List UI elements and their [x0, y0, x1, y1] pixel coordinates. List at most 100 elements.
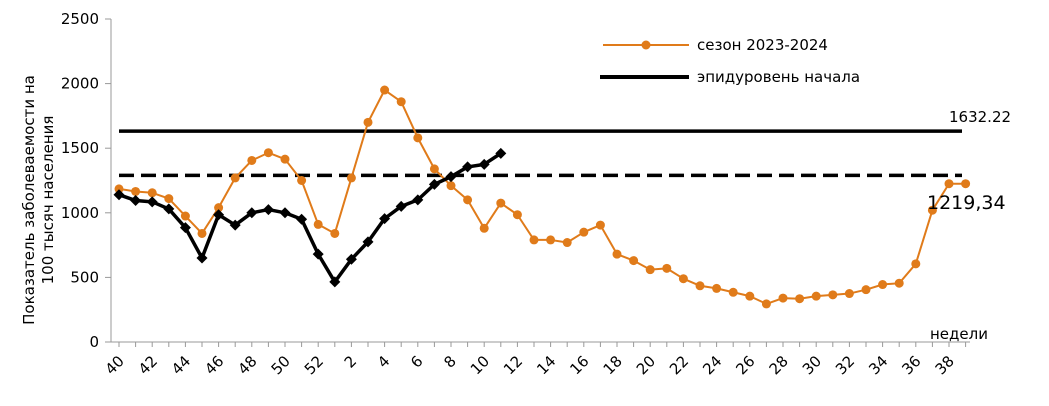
x-tick-label: 44: [168, 352, 194, 378]
y-tick-label: 1500: [61, 139, 99, 157]
legend-label-season: сезон 2023-2024: [697, 36, 828, 54]
data-point: [395, 200, 407, 212]
x-tick-label: 34: [865, 352, 891, 378]
data-point: [478, 158, 490, 170]
data-point: [180, 211, 190, 221]
data-point: [297, 176, 307, 185]
data-point: [429, 164, 439, 174]
data-point: [761, 299, 771, 309]
x-tick-label: 12: [500, 352, 526, 378]
data-point: [778, 293, 788, 303]
data-point: [446, 181, 456, 191]
data-point: [345, 253, 357, 265]
data-point: [745, 291, 755, 301]
x-tick-label: 38: [932, 352, 958, 378]
x-tick-label: 24: [699, 352, 725, 378]
data-point: [413, 133, 423, 143]
data-point: [629, 256, 639, 266]
x-tick-label: 36: [898, 352, 924, 378]
y-tick-label: 2500: [61, 10, 99, 28]
data-point: [196, 252, 208, 264]
data-point: [279, 207, 291, 219]
x-tick-label: 4: [374, 352, 393, 371]
data-point: [146, 196, 158, 208]
x-tick-label: 16: [566, 352, 592, 378]
x-tick-label: 10: [467, 352, 493, 378]
data-point: [728, 287, 738, 297]
data-point: [562, 238, 572, 248]
y-axis-title: Показатель заболеваемости на100 тысяч на…: [20, 75, 57, 325]
x-tick-label: 46: [201, 352, 227, 378]
data-point: [911, 259, 921, 269]
data-point: [380, 85, 390, 95]
x-tick-label: 28: [766, 352, 792, 378]
data-point: [230, 173, 240, 183]
data-point: [795, 294, 805, 304]
series-season-2023-2024: [114, 85, 971, 309]
data-point: [579, 227, 589, 237]
data-point: [595, 220, 605, 230]
data-point: [296, 213, 308, 225]
data-point: [479, 223, 489, 233]
data-point: [695, 281, 705, 291]
data-point: [130, 195, 142, 207]
data-point: [678, 274, 688, 284]
data-point: [114, 184, 124, 194]
data-point: [362, 236, 374, 248]
data-point: [512, 210, 522, 220]
legend-marker-season: [641, 40, 651, 50]
data-point: [229, 219, 241, 231]
y-axis: 0 500 1000 1500 2000 2500: [61, 10, 112, 351]
x-tick-label: 14: [533, 352, 559, 378]
data-point: [363, 117, 373, 127]
legend-label-threshold: эпидуровень начала: [697, 68, 860, 86]
data-point: [612, 249, 622, 259]
x-tick-label: 26: [732, 352, 758, 378]
data-point: [329, 276, 341, 288]
x-tick-label: 2: [341, 352, 360, 371]
series-line: [118, 151, 502, 284]
series-layer: [113, 85, 971, 309]
data-point: [878, 280, 888, 290]
series-black-line: [113, 147, 507, 288]
x-tick-label: 50: [268, 352, 294, 378]
data-point: [662, 263, 672, 273]
data-point: [131, 186, 141, 196]
data-point: [894, 278, 904, 288]
x-tick-label: 52: [301, 352, 327, 378]
x-tick-label: 30: [799, 352, 825, 378]
data-point: [961, 179, 971, 189]
x-tick-label: 20: [633, 352, 659, 378]
data-point: [445, 171, 457, 183]
data-point: [247, 155, 257, 165]
data-point: [712, 283, 722, 293]
series-line: [118, 89, 966, 305]
data-point: [179, 222, 191, 234]
data-point: [197, 228, 207, 238]
x-axis: 40 42 44 46 48 50 52 2 4 6 8 10 12 14 16 18 20 22 24 26 28 30…: [102, 341, 970, 378]
data-point: [379, 213, 391, 225]
data-point: [927, 205, 937, 215]
x-tick-label: 8: [440, 352, 459, 371]
data-point: [246, 207, 258, 219]
data-point: [463, 195, 473, 205]
x-axis-title: недели: [930, 325, 988, 343]
data-point: [164, 194, 174, 204]
data-point: [828, 290, 838, 300]
data-point: [262, 204, 274, 216]
data-point: [213, 209, 225, 221]
data-point: [529, 235, 539, 245]
y-tick-label: 1000: [61, 204, 99, 222]
data-point: [163, 203, 175, 215]
data-point: [496, 198, 506, 208]
x-tick-label: 32: [832, 352, 858, 378]
data-point: [462, 161, 474, 173]
data-point: [811, 291, 821, 301]
y-tick-label: 2000: [61, 75, 99, 93]
y-axis-title-line2: 100 тысяч населения: [39, 116, 57, 285]
legend: сезон 2023-2024 эпидуровень начала: [600, 36, 860, 86]
data-point: [861, 285, 871, 295]
data-point: [214, 203, 224, 213]
data-point: [396, 97, 406, 107]
threshold-value-label: 1632.22: [949, 108, 1011, 126]
